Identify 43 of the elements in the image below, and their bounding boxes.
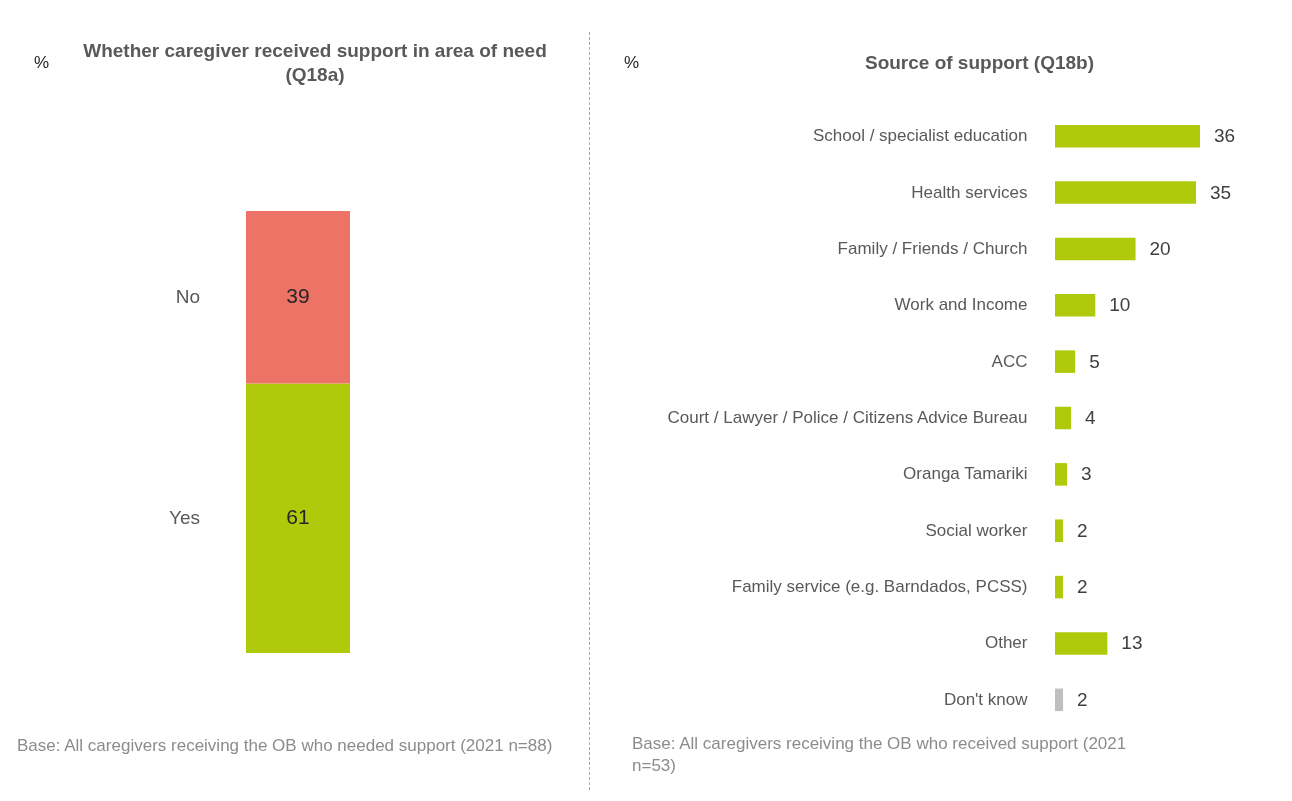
x-axis-title: % bbox=[624, 53, 640, 73]
text: No bbox=[175, 286, 200, 308]
data-label: 36 bbox=[1214, 125, 1236, 147]
bar bbox=[1055, 406, 1072, 430]
data-label: 2 bbox=[1077, 519, 1088, 541]
bar bbox=[1055, 294, 1096, 317]
bar bbox=[1055, 463, 1068, 486]
text: Base: All caregivers receiving the OB who received support (2021 n=53) bbox=[632, 733, 1128, 777]
bar bbox=[1055, 519, 1064, 542]
y-tick-label: Court / Lawyer / Police / Citizens Advice Bureau bbox=[667, 408, 1028, 427]
bar bbox=[1055, 632, 1108, 655]
y-tick-label: Work and Income bbox=[894, 295, 1028, 315]
data-label: 4 bbox=[1085, 407, 1097, 428]
y-axis-title: % bbox=[34, 53, 50, 73]
y-tick-label: Oranga Tamariki bbox=[903, 464, 1028, 484]
bar bbox=[1055, 124, 1200, 148]
text: Base: All caregivers receiving the OB who needed support (2021 n=88) bbox=[17, 735, 554, 757]
y-tick-label: Social worker bbox=[925, 520, 1028, 540]
y-tick-label: Family / Friends / Church bbox=[837, 238, 1028, 258]
data-label: 5 bbox=[1089, 350, 1100, 372]
y-tick-label: Other bbox=[984, 633, 1028, 653]
data-label: 3 bbox=[1081, 463, 1092, 485]
data-label: 10 bbox=[1109, 294, 1131, 316]
data-label: 35 bbox=[1209, 181, 1232, 203]
text: Yes bbox=[169, 507, 200, 529]
y-tick-label: Family service (e.g. Barndados, PCSS) bbox=[731, 577, 1028, 597]
y-tick-label: School / specialist education bbox=[812, 126, 1028, 146]
bar bbox=[1055, 688, 1064, 712]
data-label: 39 bbox=[286, 284, 310, 308]
bar bbox=[1055, 237, 1136, 261]
chart-title: Source of support (Q18b) bbox=[863, 51, 1096, 75]
bar bbox=[1055, 575, 1064, 599]
y-tick-label: ACC bbox=[991, 351, 1028, 371]
data-label: 2 bbox=[1077, 688, 1088, 710]
bar bbox=[1055, 350, 1076, 373]
y-tick-label: Don't know bbox=[943, 689, 1029, 709]
data-label: 61 bbox=[286, 505, 310, 529]
y-tick-label: Health services bbox=[911, 182, 1028, 202]
bar bbox=[1055, 181, 1196, 204]
data-label: 13 bbox=[1121, 632, 1143, 654]
data-label: 20 bbox=[1149, 237, 1171, 259]
data-label: 2 bbox=[1077, 576, 1088, 598]
chart-title: Whether caregiver received support in area of need (Q18a) bbox=[82, 39, 548, 87]
